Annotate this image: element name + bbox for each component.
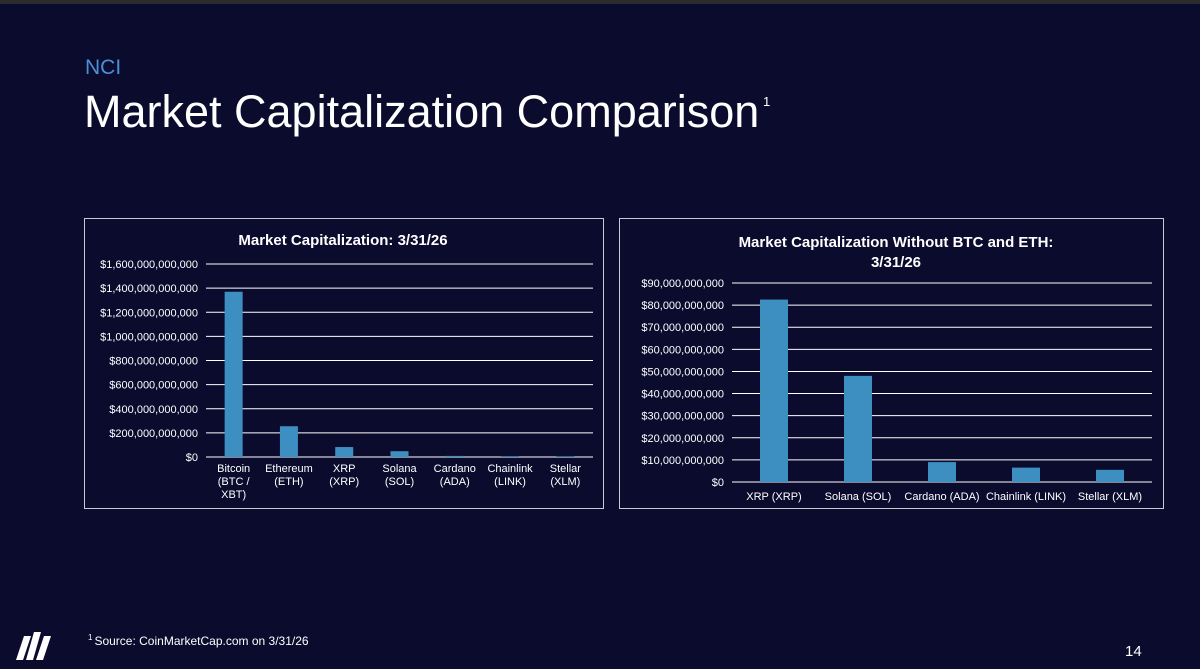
bar bbox=[224, 291, 243, 457]
y-tick-label: $80,000,000,000 bbox=[641, 300, 724, 312]
x-tick-label: (BTC / bbox=[218, 476, 251, 488]
y-tick-label: $1,400,000,000,000 bbox=[100, 283, 198, 295]
y-tick-label: $800,000,000,000 bbox=[109, 356, 198, 368]
bar bbox=[445, 455, 464, 457]
market-cap-chart: Market Capitalization: 3/31/26 $0 $200,000… bbox=[84, 218, 604, 509]
x-tick-label: XRP bbox=[333, 463, 356, 475]
bar bbox=[279, 426, 298, 457]
y-tick-label: $30,000,000,000 bbox=[641, 411, 724, 423]
bar bbox=[335, 447, 354, 457]
y-tick-label: $20,000,000,000 bbox=[641, 433, 724, 445]
x-tick-label: XRP (XRP) bbox=[746, 491, 801, 503]
chart-title: 3/31/26 bbox=[871, 254, 921, 271]
y-tick-label: $90,000,000,000 bbox=[641, 278, 724, 290]
x-tick-label: Chainlink (LINK) bbox=[986, 491, 1066, 503]
x-tick-label: Bitcoin bbox=[217, 463, 250, 475]
y-tick-label: $200,000,000,000 bbox=[109, 428, 198, 440]
y-tick-label: $60,000,000,000 bbox=[641, 344, 724, 356]
title-footnote-marker: 1 bbox=[763, 94, 771, 109]
y-tick-label: $1,600,000,000,000 bbox=[100, 259, 198, 271]
x-tick-label: Solana (SOL) bbox=[825, 491, 892, 503]
bar bbox=[1012, 467, 1040, 482]
x-tick-label: (ADA) bbox=[440, 476, 470, 488]
x-tick-label: XBT) bbox=[221, 489, 246, 501]
y-tick-label: $1,000,000,000,000 bbox=[100, 331, 198, 343]
top-bar bbox=[0, 0, 1200, 4]
x-tick-label: Cardano bbox=[434, 463, 476, 475]
x-tick-label: Ethereum bbox=[265, 463, 313, 475]
bar bbox=[390, 451, 409, 457]
footnote-marker: 1 bbox=[88, 633, 93, 642]
x-tick-label: (ETH) bbox=[274, 476, 303, 488]
y-tick-label: $1,200,000,000,000 bbox=[100, 307, 198, 319]
market-cap-without-btc-eth-chart-svg: Market Capitalization Without BTC and ET… bbox=[641, 234, 1152, 503]
y-tick-label: $0 bbox=[186, 452, 198, 464]
market-cap-without-btc-eth-chart: Market Capitalization Without BTC and ET… bbox=[619, 218, 1164, 509]
y-tick-label: $600,000,000,000 bbox=[109, 380, 198, 392]
y-tick-label: $0 bbox=[712, 477, 724, 489]
market-cap-chart-svg: Market Capitalization: 3/31/26 $0 $200,000… bbox=[100, 232, 593, 501]
section-kicker: NCI bbox=[85, 56, 122, 79]
bar bbox=[760, 299, 788, 482]
footnote-text: Source: CoinMarketCap.com on 3/31/26 bbox=[94, 634, 309, 648]
x-tick-label: Stellar (XLM) bbox=[1078, 491, 1142, 503]
chart-title: Market Capitalization Without BTC and ET… bbox=[739, 234, 1054, 251]
chart-title: Market Capitalization: 3/31/26 bbox=[238, 232, 447, 249]
x-tick-label: Solana bbox=[382, 463, 417, 475]
bar bbox=[844, 375, 872, 482]
x-tick-label: (SOL) bbox=[385, 476, 414, 488]
bar bbox=[556, 456, 575, 457]
page-number: 14 bbox=[1125, 643, 1142, 660]
x-tick-label: Chainlink bbox=[487, 463, 533, 475]
x-tick-label: (XLM) bbox=[550, 476, 580, 488]
bar bbox=[501, 456, 520, 457]
x-tick-label: (LINK) bbox=[494, 476, 526, 488]
y-tick-label: $40,000,000,000 bbox=[641, 389, 724, 401]
y-tick-label: $70,000,000,000 bbox=[641, 322, 724, 334]
x-tick-label: Stellar bbox=[550, 463, 582, 475]
bar bbox=[928, 462, 956, 482]
y-tick-label: $10,000,000,000 bbox=[641, 455, 724, 467]
bar bbox=[1096, 469, 1124, 482]
x-tick-label: Cardano (ADA) bbox=[904, 491, 979, 503]
y-tick-label: $400,000,000,000 bbox=[109, 404, 198, 416]
x-tick-label: (XRP) bbox=[329, 476, 359, 488]
page-title: Market Capitalization Comparison bbox=[84, 86, 760, 137]
y-tick-label: $50,000,000,000 bbox=[641, 366, 724, 378]
nci-logo-icon bbox=[14, 630, 54, 667]
source-footnote: 1 Source: CoinMarketCap.com on 3/31/26 bbox=[88, 633, 309, 648]
